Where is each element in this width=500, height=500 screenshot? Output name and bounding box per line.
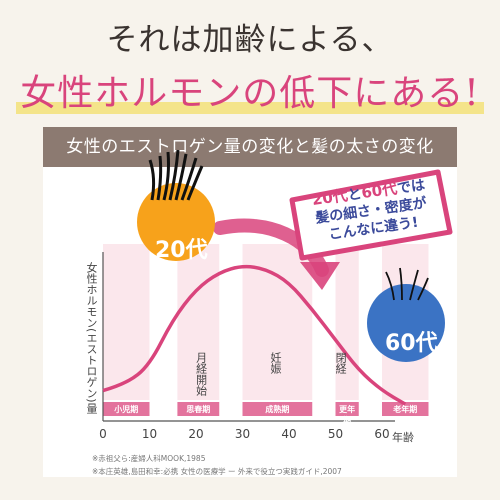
x-axis-label: 年齢 (392, 431, 414, 444)
y-axis-label: 女性ホルモン(エストロゲン)量 (85, 262, 98, 414)
note-2: ※本庄英雄,島田和幸:必携 女性の医療学 ー 外来で役立つ実践ガイド,2007 (92, 467, 342, 476)
event-label-1: 妊娠 (269, 352, 283, 374)
stage-band-1 (177, 244, 220, 400)
age-20-label: 20代 (155, 238, 208, 263)
x-tick-3: 30 (234, 427, 251, 441)
chart-title: 女性のエストロゲン量の変化と髪の太さの変化 (43, 127, 457, 167)
headline-line1: それは加齢による、 (106, 22, 394, 58)
event-label-2: 閉経 (334, 352, 348, 374)
stage-label-0: 小児期 (114, 405, 139, 414)
stage-band-3 (335, 244, 359, 400)
x-tick-4: 40 (281, 427, 297, 441)
stage-bar-0 (103, 402, 150, 416)
stage-bar-2 (242, 402, 313, 416)
stage-bar-3 (335, 402, 359, 416)
age-60-badge (367, 284, 445, 362)
arrow-head (300, 262, 340, 290)
stage-bands (103, 244, 429, 400)
event-label-0: 月経開始 (194, 352, 208, 396)
headline-line2-wrap: 女性ホルモンの低下にある! (0, 64, 500, 116)
stage-bar-4 (382, 402, 429, 416)
arrow-shaft (213, 218, 329, 277)
age-20-badge (137, 183, 215, 261)
x-tick-0: 0 (99, 427, 107, 441)
note-1: ※赤祖父ら:産婦人科MOOK,1985 (92, 454, 206, 463)
age-60-label: 60代 (385, 331, 438, 356)
hair-dense-icon (148, 149, 204, 201)
headline-line2: 女性ホルモンの低下にある! (16, 64, 485, 116)
stage-band-0 (103, 244, 150, 400)
stage-label-2: 成熟期 (265, 405, 290, 414)
x-tick-6: 60 (374, 427, 390, 441)
stage-label-1: 思春期 (186, 405, 211, 414)
hair-thin-icon (385, 267, 429, 301)
x-tick-2: 20 (188, 427, 204, 441)
x-tick-1: 10 (141, 427, 158, 441)
callout-burst (289, 169, 453, 261)
stage-label-3: 更年期 (339, 405, 356, 425)
estrogen-curve (102, 264, 407, 406)
x-tick-5: 50 (327, 427, 344, 441)
stage-bars (103, 402, 429, 416)
stage-label-4: 老年期 (393, 405, 418, 414)
stage-bar-1 (177, 402, 220, 416)
stage-band-2 (242, 244, 313, 400)
